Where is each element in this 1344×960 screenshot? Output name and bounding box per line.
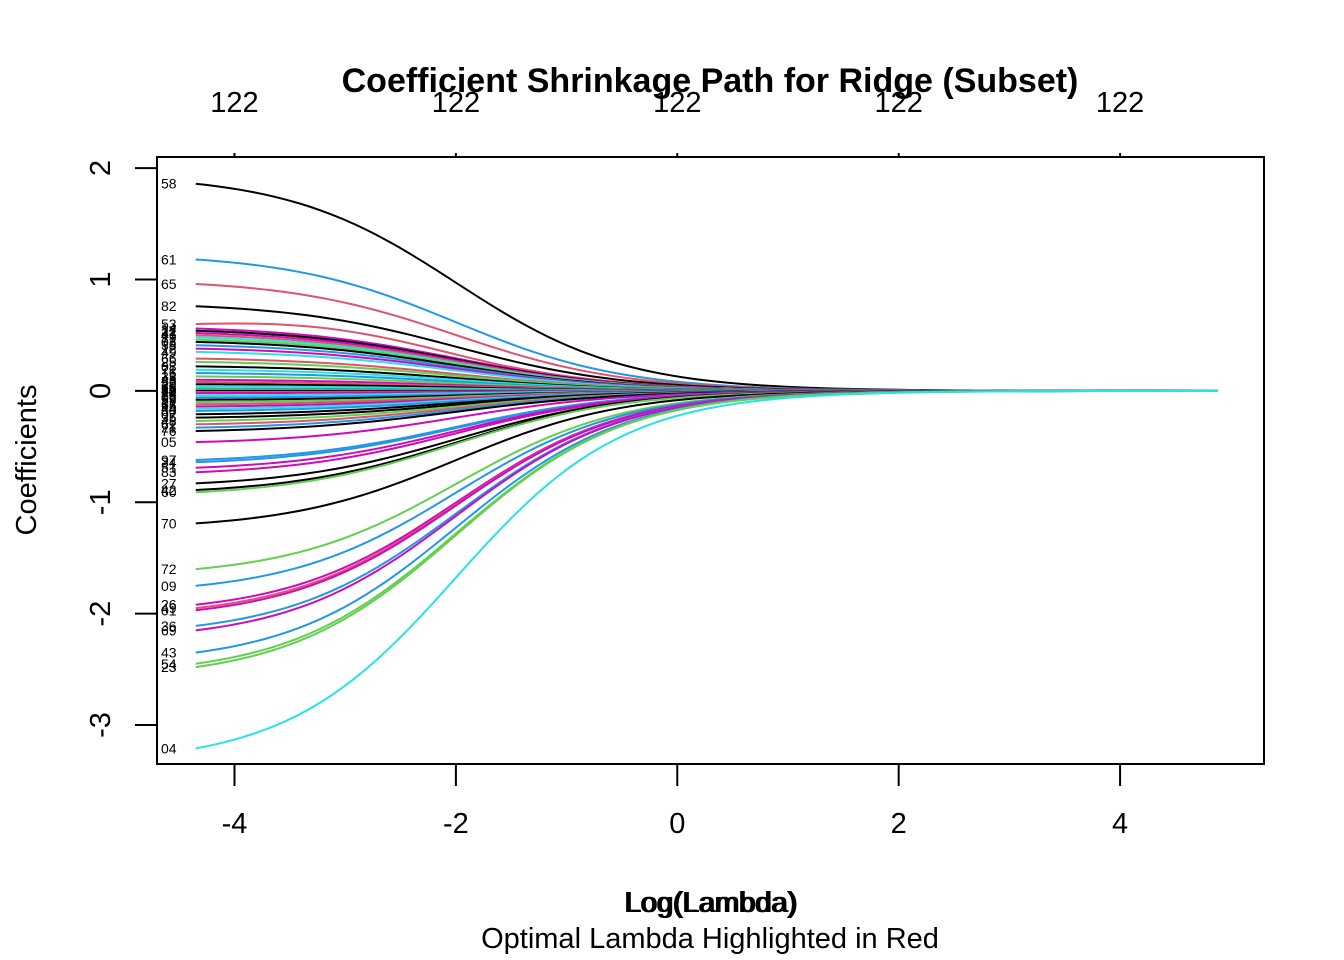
series-label-23: 23 (161, 659, 177, 675)
series-label-04: 04 (161, 740, 177, 756)
series-label-48: 48 (161, 413, 177, 429)
series-label-62: 62 (161, 416, 177, 432)
x-tick-label: 0 (669, 808, 685, 840)
y-axis-label: Coefficients (11, 385, 43, 536)
top-tick-label: 122 (653, 87, 701, 119)
y-tick-label: 1 (85, 271, 117, 287)
series-label-22: 22 (161, 323, 177, 339)
series-label-77: 77 (161, 332, 177, 348)
series-label-16: 16 (161, 365, 177, 381)
series-line-36 (195, 389, 1218, 627)
series-line-04 (195, 389, 1218, 750)
series-label-40: 40 (161, 382, 177, 398)
series-label-97: 97 (161, 452, 177, 468)
top-tick-label: 122 (432, 87, 480, 119)
x-tick-label: 4 (1112, 808, 1128, 840)
series-label-43: 43 (161, 645, 177, 661)
chart-subtitle: Optimal Lambda Highlighted in Red (481, 923, 939, 955)
x-tick-label: 2 (891, 808, 907, 840)
series-label-21: 21 (161, 420, 177, 436)
x-tick-label: -2 (443, 808, 469, 840)
series-label-82: 82 (161, 298, 177, 314)
series-label-09: 09 (161, 578, 177, 594)
y-axis: -3 -2 -1 0 1 2 (85, 160, 158, 738)
x-axis-label: Log(Lambda) (624, 887, 797, 919)
series-label-71: 71 (161, 362, 177, 378)
series-label-69: 69 (161, 622, 177, 638)
x-tick-label: -4 (222, 808, 248, 840)
series-label-03: 03 (161, 334, 177, 350)
series-label-44: 44 (161, 401, 177, 417)
series-label-63: 63 (161, 396, 177, 412)
chart-title: Coefficient Shrinkage Path for Ridge (Su… (342, 62, 1079, 100)
series-label-29: 29 (161, 376, 177, 392)
series-label-15: 15 (161, 399, 177, 415)
series-line-65 (195, 282, 1218, 392)
series-label-33: 33 (161, 368, 177, 384)
y-tick-label: -2 (85, 601, 117, 627)
series-label-27: 27 (161, 394, 177, 410)
series-label-47: 47 (161, 327, 177, 343)
series-label-61: 61 (161, 252, 177, 268)
series-label-38: 38 (161, 337, 177, 353)
series-label-68: 68 (161, 378, 177, 394)
top-tick-label: 122 (1096, 87, 1144, 119)
x-axis: -4 -2 0 2 4 (222, 763, 1128, 840)
series-label-26: 26 (161, 597, 177, 613)
series-label-66: 66 (161, 351, 177, 367)
series-label-27: 27 (161, 475, 177, 491)
series-label-70: 70 (161, 515, 177, 531)
series-label-35: 35 (161, 410, 177, 426)
series-label-72: 72 (161, 561, 177, 577)
series-label-76: 76 (161, 423, 177, 439)
series-label-80: 80 (161, 403, 177, 419)
series-label-53: 53 (161, 316, 177, 332)
series-label-57: 57 (161, 383, 177, 399)
series-label-19: 19 (161, 329, 177, 345)
series-label-49: 49 (161, 600, 177, 616)
series-label-74: 74 (161, 385, 177, 401)
series-label-83: 83 (161, 464, 177, 480)
series-label-45: 45 (161, 372, 177, 388)
series-label-51: 51 (161, 460, 177, 476)
series-label-25: 25 (161, 354, 177, 370)
series-layer (195, 182, 1218, 750)
series-label-36: 36 (161, 387, 177, 403)
series-label-12: 12 (161, 341, 177, 357)
series-label-34: 34 (161, 454, 177, 470)
y-tick-label: 2 (85, 160, 117, 176)
series-label-60: 60 (161, 484, 177, 500)
series-label-14: 14 (161, 321, 177, 337)
series-label-31: 31 (161, 325, 177, 341)
top-tick-label: 122 (210, 87, 258, 119)
series-label-36: 36 (161, 618, 177, 634)
series-label-20: 20 (161, 384, 177, 400)
x-axis-label-overlay: Log(Lambda) (626, 887, 799, 919)
y-tick-label: -1 (85, 489, 117, 515)
series-line-69 (195, 389, 1218, 632)
series-label-42: 42 (161, 482, 177, 498)
series-label-52: 52 (161, 374, 177, 390)
y-tick-label: -3 (85, 712, 117, 738)
series-label-01: 01 (161, 602, 177, 618)
y-tick-label: 0 (85, 383, 117, 399)
series-label-59: 59 (161, 392, 177, 408)
series-label-11: 11 (161, 381, 176, 397)
series-label-58: 58 (161, 176, 177, 192)
series-label-07: 07 (161, 406, 177, 422)
series-label-layer: 5861658253142231471977033812496625087116… (161, 176, 177, 757)
series-label-08: 08 (161, 358, 177, 374)
series-label-02: 02 (161, 390, 177, 406)
series-label-65: 65 (161, 276, 177, 292)
series-label-05: 05 (161, 434, 177, 450)
top-tick-label: 122 (874, 87, 922, 119)
series-label-54: 54 (161, 656, 177, 672)
series-label-49: 49 (161, 344, 177, 360)
